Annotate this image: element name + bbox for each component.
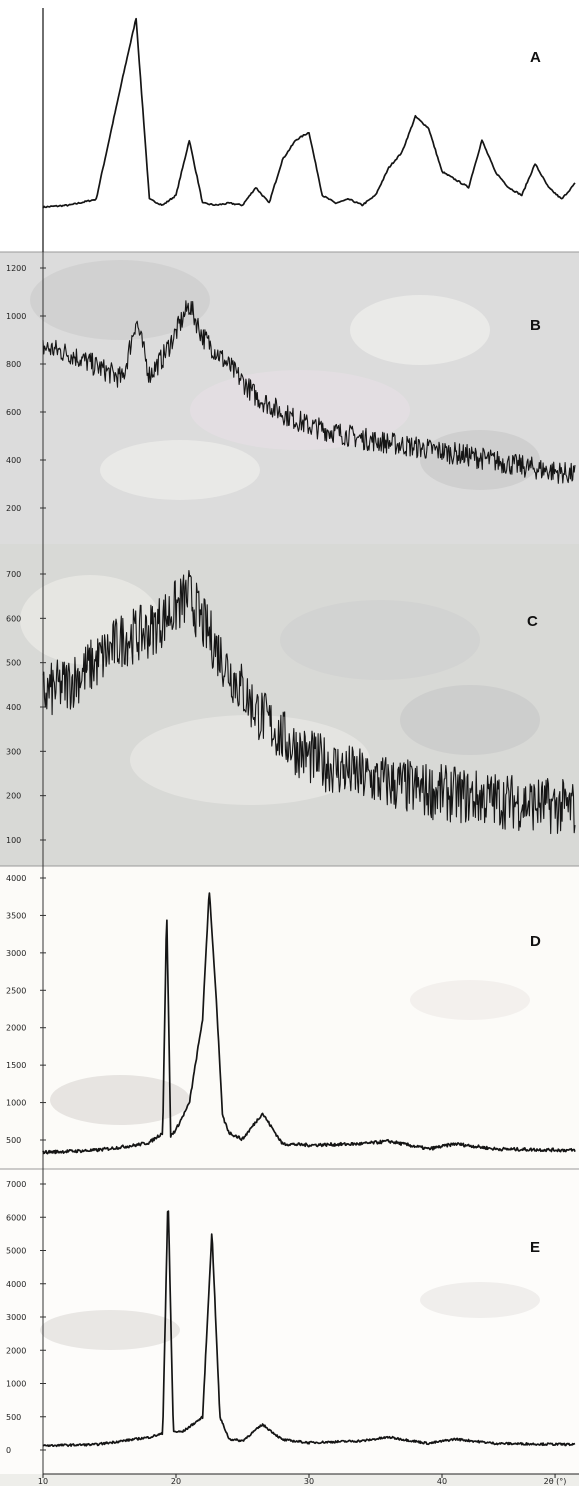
xtick-1: 20 — [171, 1477, 181, 1486]
texture-blob-5 — [20, 575, 160, 665]
ytick-d-6: 1000 — [6, 1099, 26, 1108]
ytick-d-5: 1500 — [6, 1061, 26, 1070]
panel-a-background — [0, 0, 579, 252]
ytick-b-0: 1200 — [6, 264, 26, 273]
trace-panel-d — [42, 892, 576, 1155]
ytick-e-2: 5000 — [6, 1247, 26, 1256]
ytick-c-1: 600 — [6, 614, 21, 623]
panel-label-e: E — [530, 1239, 540, 1256]
ytick-d-3: 2500 — [6, 986, 26, 995]
bottom-strip — [0, 1474, 579, 1486]
texture-blob-10 — [410, 980, 530, 1020]
ytick-c-2: 500 — [6, 659, 21, 668]
ytick-b-2: 800 — [6, 360, 21, 369]
ytick-e-1: 6000 — [6, 1213, 26, 1222]
ytick-d-4: 2000 — [6, 1024, 26, 1033]
trace-panel-a — [42, 17, 576, 209]
texture-blob-1 — [350, 295, 490, 365]
scan-texture — [20, 260, 540, 1350]
ytick-d-2: 3000 — [6, 949, 26, 958]
panel-label-b: B — [530, 317, 541, 334]
xtick-3: 40 — [437, 1477, 447, 1486]
panel-label-a: A — [530, 49, 541, 66]
texture-blob-12 — [420, 1282, 540, 1318]
ytick-b-3: 600 — [6, 408, 21, 417]
ytick-e-7: 500 — [6, 1413, 21, 1422]
ytick-e-0: 7000 — [6, 1180, 26, 1189]
texture-blob-6 — [280, 600, 480, 680]
ytick-e-8: 0 — [6, 1446, 11, 1455]
texture-blob-0 — [30, 260, 210, 340]
trace-panel-b — [42, 300, 576, 484]
ytick-d-0: 4000 — [6, 874, 26, 883]
panel-label-d: D — [530, 933, 541, 950]
ytick-d-7: 500 — [6, 1136, 21, 1145]
xtick-4: 2θ (°) — [544, 1477, 567, 1486]
ytick-c-5: 200 — [6, 792, 21, 801]
texture-blob-9 — [50, 1075, 190, 1125]
x-ticks: 10 20 30 40 2θ (°) — [38, 1474, 567, 1486]
texture-blob-3 — [100, 440, 260, 500]
xtick-2: 30 — [304, 1477, 314, 1486]
ytick-e-6: 1000 — [6, 1380, 26, 1389]
ytick-c-0: 700 — [6, 570, 21, 579]
xtick-0: 10 — [38, 1477, 48, 1486]
y-ticks: 1200100080060040020070060050040030020010… — [6, 264, 46, 1455]
ytick-b-5: 200 — [6, 504, 21, 513]
trace-panel-c — [42, 569, 576, 835]
ytick-b-4: 400 — [6, 456, 21, 465]
panel-separators — [0, 251, 579, 1170]
ytick-e-5: 2000 — [6, 1346, 26, 1355]
texture-blob-8 — [400, 685, 540, 755]
ytick-c-4: 300 — [6, 747, 21, 756]
ytick-b-1: 1000 — [6, 312, 26, 321]
ytick-e-3: 4000 — [6, 1280, 26, 1289]
ytick-c-6: 100 — [6, 836, 21, 845]
ytick-e-4: 3000 — [6, 1313, 26, 1322]
traces — [42, 17, 576, 1448]
ytick-c-3: 400 — [6, 703, 21, 712]
texture-blob-11 — [40, 1310, 180, 1350]
panel-label-c: C — [527, 613, 538, 630]
texture-blob-2 — [190, 370, 410, 450]
ytick-d-1: 3500 — [6, 911, 26, 920]
trace-panel-e — [42, 1210, 576, 1448]
